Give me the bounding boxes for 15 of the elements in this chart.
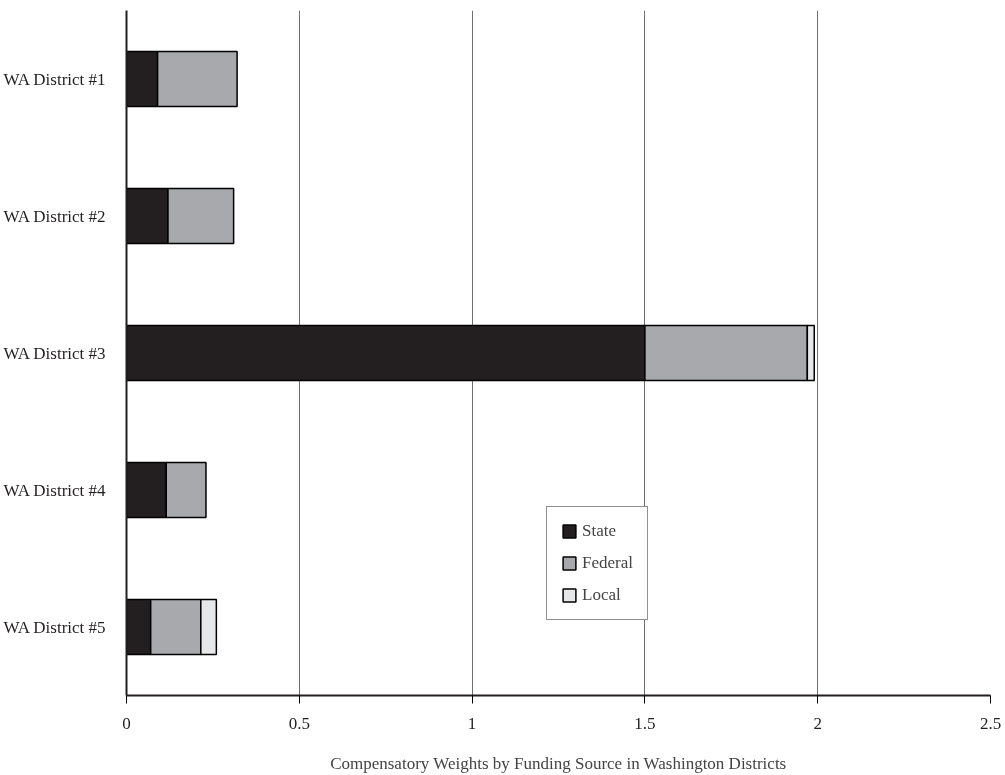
x-tick-label: 0.5 [288,713,310,733]
y-tick-label: WA District #3 [3,343,106,363]
y-tick-label: WA District #2 [3,206,106,226]
x-tick-label: 2.5 [979,713,1002,733]
y-tick-label: WA District #4 [3,480,107,500]
x-tick-label: 2 [813,713,822,733]
x-tick-label: 1.5 [634,713,656,733]
y-tick-label: WA District #1 [3,69,106,89]
x-axis-title: Compensatory Weights by Funding Source in Washington Districts [330,753,787,773]
legend-label: Local [582,585,621,605]
x-tick-label: 1 [467,713,477,733]
y-tick-label: WA District #5 [3,617,106,637]
legend-label: State [582,521,616,541]
x-tick-label: 0 [122,713,131,733]
legend-label: Federal [582,553,633,573]
